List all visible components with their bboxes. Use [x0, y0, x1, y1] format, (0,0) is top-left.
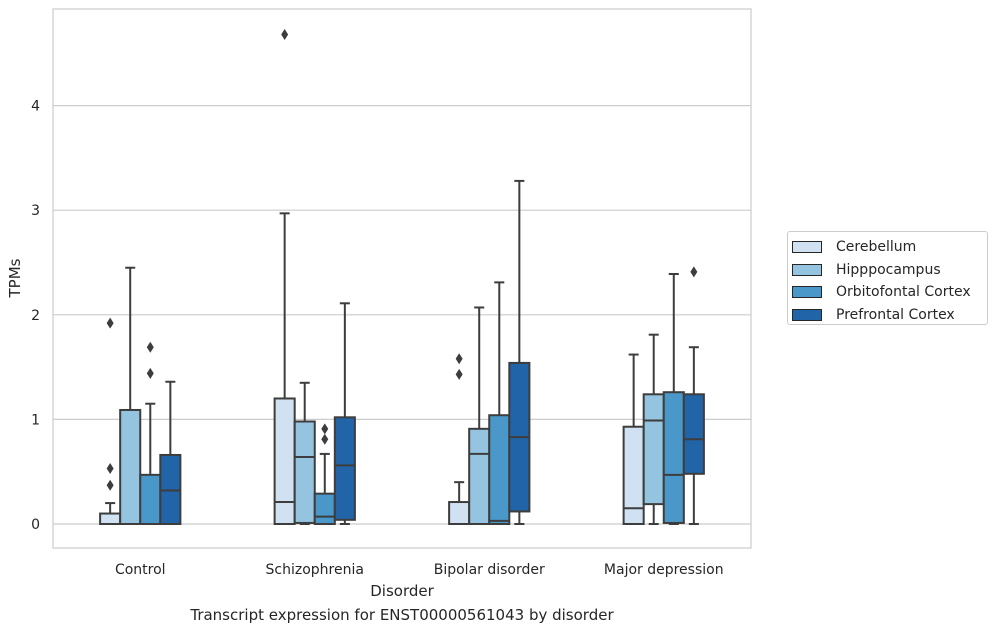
legend-label: Prefrontal Cortex [836, 306, 955, 323]
box [333, 416, 356, 521]
box-1-1 [293, 381, 316, 525]
box-3-2 [662, 273, 685, 525]
legend-swatch [792, 241, 822, 254]
box-groups [99, 28, 705, 526]
y-tick-label: 3 [31, 203, 40, 219]
outlier-point [146, 341, 154, 353]
legend-swatch [792, 263, 822, 276]
legend-item: Orbitofontal Cortex [792, 281, 987, 304]
box-0-1 [119, 266, 142, 525]
box-0-3 [159, 380, 182, 525]
box [313, 492, 336, 525]
box-1-2 [313, 423, 336, 525]
legend-item: Prefrontal Cortex [792, 304, 987, 327]
box [662, 391, 685, 524]
box [159, 453, 182, 525]
legend-label: Cerebellum [836, 239, 917, 256]
outlier-point [455, 368, 463, 380]
outlier-point [690, 266, 698, 278]
box [99, 512, 122, 525]
x-axis-label: Disorder [370, 582, 434, 600]
y-tick-label: 4 [31, 99, 40, 115]
box-0-2 [139, 341, 162, 526]
box [139, 473, 162, 526]
outlier-point [106, 479, 114, 491]
x-tick-label: Major depression [604, 562, 724, 578]
box [682, 393, 705, 475]
outlier-point [146, 367, 154, 379]
y-tick-label: 1 [31, 412, 40, 428]
box [448, 501, 471, 525]
box-2-2 [488, 281, 511, 525]
outlier-point [106, 463, 114, 475]
outlier-point [321, 433, 329, 445]
outlier-point [281, 28, 289, 40]
y-axis-label: TPMs [6, 258, 24, 298]
box [622, 425, 645, 525]
legend-swatch [792, 286, 822, 299]
box [488, 414, 511, 525]
outlier-point [455, 353, 463, 365]
y-tick-labels: 0 1 2 3 4 [31, 99, 40, 533]
box-3-3 [682, 266, 705, 525]
plot-frame [52, 8, 752, 549]
box [273, 397, 296, 526]
legend-label: Orbitofontal Cortex [836, 284, 971, 301]
box-3-0 [622, 353, 645, 525]
legend-item: Hipppocampus [792, 259, 987, 282]
legend: Cerebellum Hipppocampus Orbitofontal Corte… [787, 231, 988, 325]
box-2-1 [468, 306, 491, 525]
box-3-1 [642, 333, 665, 525]
x-tick-label: Control [115, 562, 166, 578]
box [119, 408, 142, 525]
outlier-point [321, 423, 329, 435]
x-tick-label: Schizophrenia [266, 562, 364, 578]
y-tick-label: 0 [31, 517, 40, 533]
box-0-0 [99, 317, 122, 525]
chart-title: Transcript expression for ENST0000056104… [190, 606, 614, 624]
box [468, 427, 491, 525]
y-tick-label: 2 [31, 308, 40, 324]
box-1-3 [333, 302, 356, 525]
box [642, 393, 665, 506]
legend-label: Hipppocampus [836, 261, 941, 278]
legend-item: Cerebellum [792, 236, 987, 259]
legend-swatch [792, 308, 822, 321]
x-tick-labels: Control Schizophrenia Bipolar disorder Majo… [115, 562, 724, 578]
outlier-point [106, 317, 114, 329]
x-tick-label: Bipolar disorder [434, 562, 545, 578]
box-2-3 [508, 179, 531, 525]
box-2-0 [448, 353, 471, 525]
box [293, 420, 316, 524]
box-1-0 [273, 28, 296, 526]
